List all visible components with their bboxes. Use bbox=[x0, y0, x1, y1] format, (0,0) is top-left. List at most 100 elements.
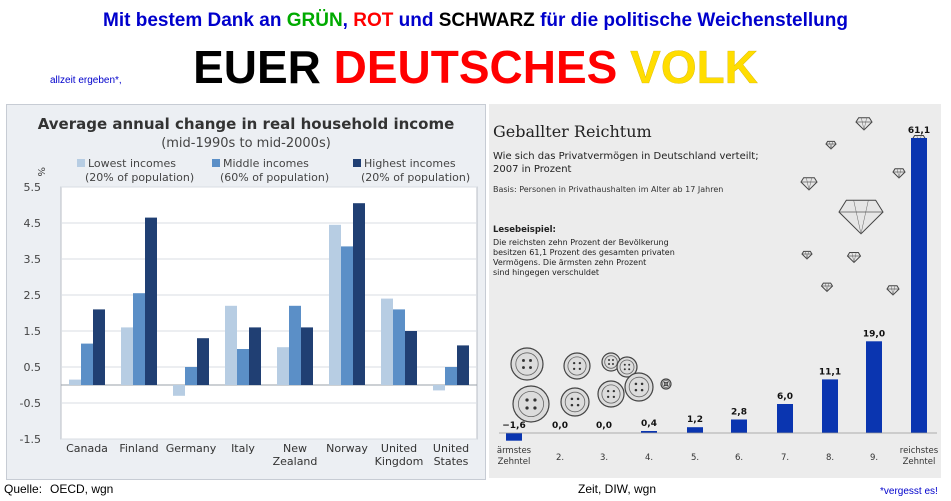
example-line: sind hingegen verschuldet bbox=[493, 268, 599, 277]
diamond-icon bbox=[892, 168, 906, 179]
diamond-facet bbox=[892, 285, 896, 296]
button-hole bbox=[522, 366, 525, 369]
wealth-distribution-chart: Geballter Reichtum Wie sich das Privatver… bbox=[489, 104, 941, 478]
source-label: Quelle: bbox=[4, 482, 43, 496]
x-tick-label: 5. bbox=[691, 453, 699, 463]
y-tick-label: 2.5 bbox=[24, 289, 42, 302]
button-icon bbox=[597, 380, 625, 408]
example-line: besitzen 61,1 Prozent des gesamten priva… bbox=[493, 248, 675, 257]
button-icon bbox=[510, 347, 544, 381]
button-hole bbox=[611, 362, 614, 365]
line1-segment: und bbox=[393, 10, 439, 31]
bar bbox=[911, 138, 927, 433]
diamond-outline bbox=[892, 168, 906, 179]
y-tick-label: 4.5 bbox=[24, 217, 42, 230]
button-inner-rim bbox=[567, 356, 587, 376]
bar bbox=[445, 367, 457, 385]
diamond-outline bbox=[846, 252, 862, 264]
example-heading: Lesebeispiel: bbox=[493, 225, 556, 235]
diamond-icon bbox=[855, 117, 873, 131]
oecd-income-chart-panel: Average annual change in real household … bbox=[6, 104, 486, 480]
diamond-outline bbox=[820, 282, 834, 293]
diamond-outline bbox=[801, 250, 813, 260]
diamond-outline bbox=[800, 177, 818, 191]
x-tick-label: Zehntel bbox=[498, 457, 531, 467]
y-tick-label: 3.5 bbox=[24, 253, 42, 266]
x-tick-label: 4. bbox=[645, 453, 653, 463]
bar bbox=[145, 217, 157, 385]
bar-value-label: 0,4 bbox=[641, 419, 657, 429]
bar bbox=[133, 293, 145, 385]
line1-segment: Mit bestem Dank an bbox=[103, 10, 287, 31]
y-tick-label: -0.5 bbox=[20, 397, 41, 410]
button-hole bbox=[640, 388, 644, 392]
legend-note: (60% of population) bbox=[220, 171, 329, 184]
x-tick-label: 9. bbox=[870, 453, 878, 463]
x-tick-label: States bbox=[434, 455, 469, 468]
button-icon bbox=[512, 385, 550, 423]
diamond-icon bbox=[838, 199, 884, 235]
line1-segment: für die politische Weichenstellung bbox=[534, 10, 848, 31]
button-icon bbox=[624, 372, 654, 402]
diamond-facet bbox=[860, 200, 869, 234]
button-inner-rim bbox=[662, 380, 670, 388]
diamond-facet bbox=[861, 117, 865, 130]
line1-segment: , bbox=[342, 10, 354, 31]
plot-area bbox=[60, 186, 478, 440]
x-tick-label: Italy bbox=[231, 442, 255, 455]
bar bbox=[237, 349, 249, 385]
chart-basis: Basis: Personen in Privathaushalten im A… bbox=[493, 185, 723, 194]
oecd-income-chart: Average annual change in real household … bbox=[7, 105, 485, 479]
diamond-facet bbox=[851, 252, 855, 263]
footnote-text: *vergesst es! bbox=[880, 486, 938, 497]
x-tick-label: Zehntel bbox=[903, 457, 936, 467]
x-tick-label: 2. bbox=[556, 453, 564, 463]
bar bbox=[301, 327, 313, 385]
button-hole bbox=[578, 367, 582, 371]
chart-subtitle: Wie sich das Privatvermögen in Deutschla… bbox=[493, 151, 759, 162]
button-hole bbox=[606, 389, 610, 393]
button-icon bbox=[560, 387, 590, 417]
bar bbox=[173, 385, 185, 396]
button-hole bbox=[529, 359, 532, 362]
bar bbox=[225, 305, 237, 385]
button-hole bbox=[663, 381, 666, 384]
bar bbox=[185, 367, 197, 385]
diamond-facet bbox=[806, 177, 810, 190]
button-inner-rim bbox=[604, 355, 618, 369]
legend-label: Middle incomes bbox=[223, 157, 309, 170]
diamond-facet bbox=[863, 117, 867, 130]
source-middle: Zeit, DIW, wgn bbox=[578, 482, 657, 496]
bar-value-label: 61,1 bbox=[908, 126, 930, 136]
diamond-outline bbox=[886, 285, 900, 296]
x-tick-label: Finland bbox=[119, 442, 158, 455]
diamond-icon bbox=[825, 140, 837, 150]
button-inner-rim bbox=[515, 352, 539, 376]
button-hole bbox=[525, 398, 529, 402]
chart-title: Geballter Reichtum bbox=[493, 122, 652, 141]
button-inner-rim bbox=[619, 359, 635, 375]
x-tick-label: 8. bbox=[826, 453, 834, 463]
button-hole bbox=[608, 359, 611, 362]
button-hole bbox=[623, 368, 626, 371]
bar bbox=[341, 246, 353, 385]
bar-value-label: 0,0 bbox=[596, 421, 612, 431]
diamond-icon bbox=[820, 282, 834, 293]
bar bbox=[93, 309, 105, 385]
panel-background bbox=[489, 104, 941, 478]
button-hole bbox=[529, 366, 532, 369]
button-hole bbox=[572, 361, 576, 365]
diamond-outline bbox=[855, 117, 873, 131]
y-tick-label: -1.5 bbox=[20, 433, 41, 446]
x-tick-label: Norway bbox=[326, 442, 368, 455]
x-tick-label: United bbox=[381, 442, 417, 455]
x-tick-label: ärmstes bbox=[497, 446, 532, 456]
x-tick-label: Kingdom bbox=[375, 455, 424, 468]
chart-subtitle: 2007 in Prozent bbox=[493, 164, 572, 175]
diamond-facet bbox=[898, 168, 902, 179]
button-hole bbox=[611, 359, 614, 362]
bar bbox=[433, 385, 445, 391]
x-tick-label: Zealand bbox=[273, 455, 318, 468]
line2-segment: EUER bbox=[193, 41, 334, 93]
bar bbox=[197, 338, 209, 385]
